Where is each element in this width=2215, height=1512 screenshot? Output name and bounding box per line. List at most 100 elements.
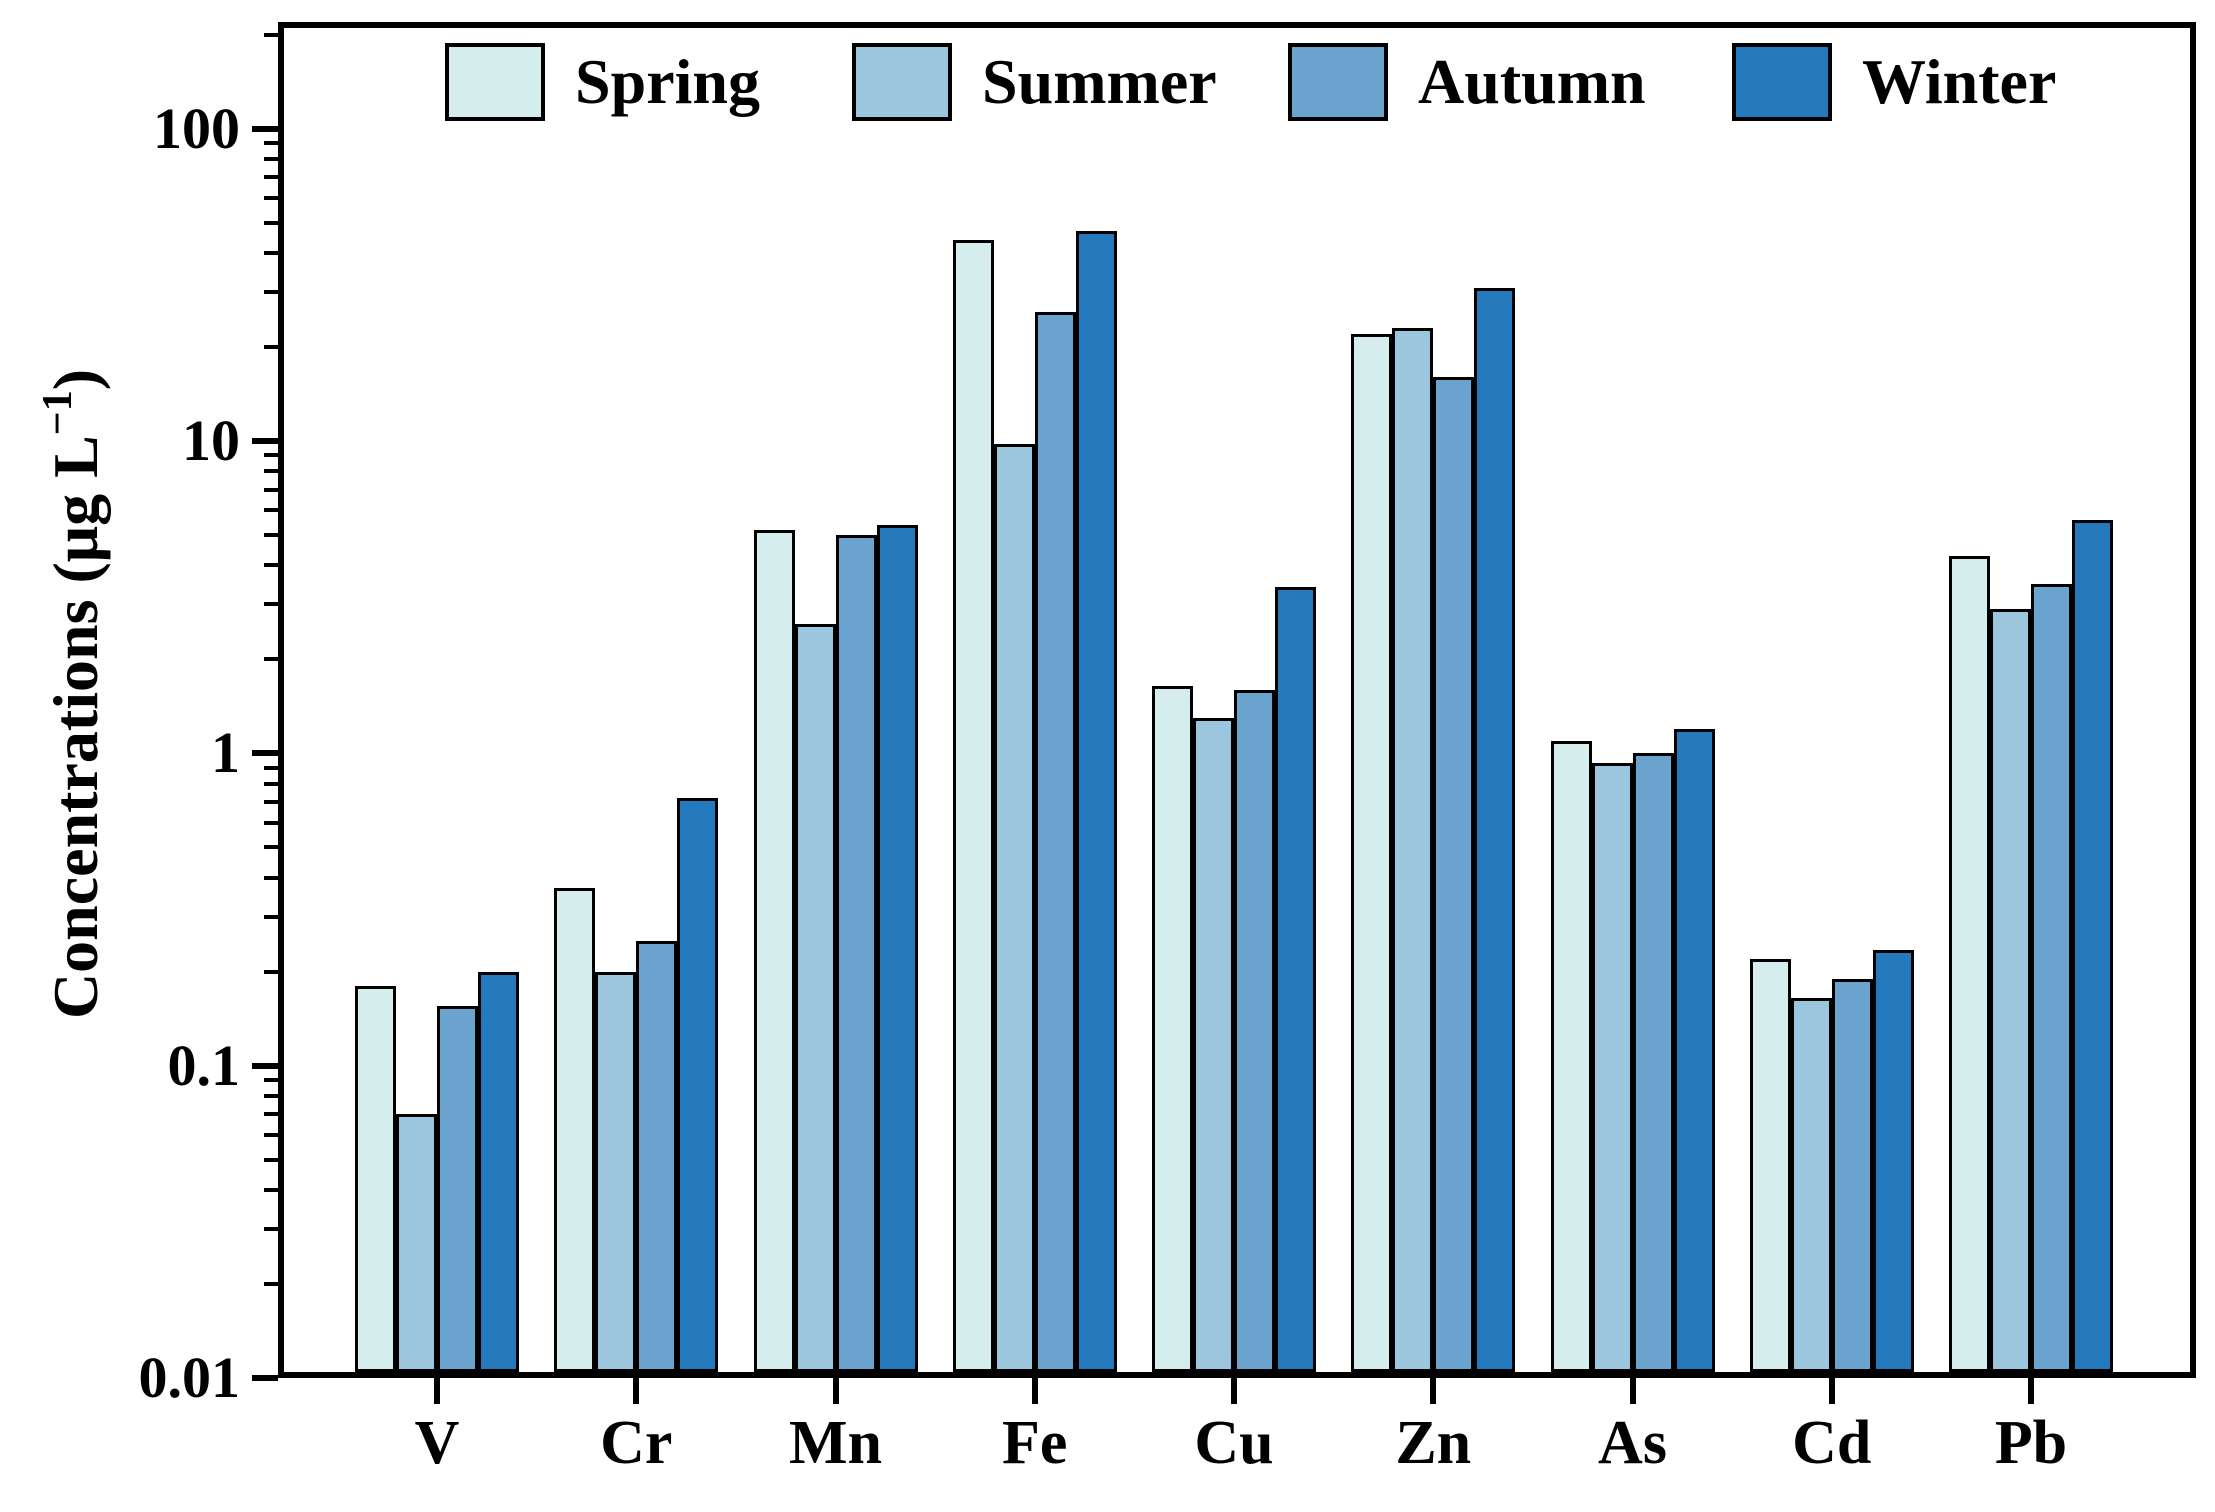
bar-summer-as (1591, 763, 1633, 1372)
legend-swatch-winter (1732, 43, 1832, 121)
y-axis-tick-label: 100 (153, 95, 240, 161)
legend-swatch-autumn (1288, 43, 1388, 121)
x-axis-tick (633, 1378, 640, 1404)
bar-autumn-as (1632, 753, 1674, 1372)
y-axis-minor-tick (264, 251, 278, 256)
bar-summer-zn (1392, 328, 1434, 1372)
y-axis-minor-tick (264, 914, 278, 919)
bar-winter-v (478, 971, 519, 1372)
y-axis-minor-tick (264, 1112, 278, 1117)
bar-autumn-pb (2031, 583, 2072, 1372)
bar-winter-cr (677, 798, 719, 1372)
legend-item-autumn: Autumn (1288, 40, 1646, 124)
x-axis-tick (434, 1378, 440, 1404)
bar-summer-cd (1790, 997, 1832, 1372)
bar-spring-mn (753, 529, 795, 1372)
bar-spring-pb (1949, 555, 1990, 1372)
y-axis-minor-tick (264, 1093, 278, 1098)
bar-spring-cd (1749, 958, 1791, 1372)
bar-spring-as (1550, 740, 1592, 1372)
y-axis-minor-tick (264, 820, 278, 825)
legend-label-spring: Spring (575, 46, 760, 117)
y-axis-minor-tick (264, 845, 278, 850)
bar-summer-fe (993, 443, 1035, 1372)
y-axis-tick-label: 0.1 (167, 1032, 241, 1098)
bar-autumn-fe (1034, 311, 1076, 1372)
y-axis-major-tick (252, 1062, 278, 1069)
legend-item-summer: Summer (852, 40, 1217, 124)
legend-label-summer: Summer (982, 46, 1217, 117)
bar-autumn-cu (1234, 689, 1275, 1372)
x-axis-category-label: Fe (1002, 1409, 1068, 1477)
legend-swatch-spring (445, 43, 545, 121)
y-axis-major-tick (252, 750, 278, 757)
y-axis-minor-tick (264, 781, 278, 786)
legend-swatch-summer (852, 43, 952, 121)
bar-winter-as (1673, 728, 1715, 1372)
y-axis-minor-tick (264, 1078, 278, 1083)
bar-spring-zn (1351, 334, 1393, 1372)
bar-spring-cr (554, 888, 596, 1372)
x-axis-category-label: V (414, 1409, 460, 1477)
y-axis-minor-tick (264, 175, 278, 180)
bar-summer-cu (1193, 717, 1234, 1372)
y-axis-minor-tick (264, 508, 278, 513)
y-axis-tick-label: 10 (182, 408, 240, 474)
bar-winter-fe (1075, 231, 1117, 1372)
y-axis-minor-tick (264, 469, 278, 474)
bar-autumn-cr (636, 941, 678, 1372)
x-axis-tick (1031, 1378, 1038, 1404)
x-axis-category-label: Cd (1792, 1409, 1872, 1477)
bar-winter-cu (1275, 587, 1316, 1372)
y-axis-minor-tick (264, 765, 278, 770)
y-axis-minor-tick (264, 32, 278, 37)
legend-label-winter: Winter (1862, 46, 2057, 117)
y-axis-minor-tick (264, 602, 278, 607)
x-axis-category-label: Pb (1994, 1409, 2068, 1477)
bar-summer-mn (794, 623, 836, 1372)
bar-summer-v (396, 1114, 437, 1372)
y-axis-minor-tick (264, 157, 278, 162)
x-axis-tick (1629, 1378, 1636, 1404)
y-axis-minor-tick (264, 563, 278, 568)
x-axis-tick (1231, 1378, 1237, 1404)
y-axis-minor-tick (264, 220, 278, 225)
y-axis-minor-tick (264, 875, 278, 880)
x-axis-category-label: Mn (789, 1409, 882, 1477)
y-axis-minor-tick (264, 290, 278, 295)
bar-spring-fe (952, 240, 994, 1372)
x-axis-category-label: Cu (1194, 1409, 1274, 1477)
bar-winter-zn (1474, 287, 1516, 1372)
y-axis-minor-tick (264, 345, 278, 350)
y-axis-minor-tick (264, 487, 278, 492)
x-axis-tick (832, 1378, 839, 1404)
y-axis-minor-tick (264, 799, 278, 804)
bar-autumn-v (437, 1006, 478, 1372)
y-axis-major-tick (252, 125, 278, 132)
y-axis-minor-tick (264, 196, 278, 201)
x-axis-category-label: Cr (600, 1409, 673, 1477)
x-axis-tick (2028, 1378, 2034, 1404)
y-axis-minor-tick (264, 1157, 278, 1162)
bar-autumn-cd (1831, 978, 1873, 1372)
bar-spring-cu (1152, 685, 1193, 1372)
y-axis-minor-tick (264, 141, 278, 146)
legend-item-winter: Winter (1732, 40, 2056, 124)
bar-autumn-zn (1433, 377, 1475, 1372)
x-axis-tick (1828, 1378, 1835, 1404)
x-axis-category-label: As (1598, 1409, 1667, 1477)
y-axis-tick-label: 1 (211, 720, 240, 786)
y-axis-title-suffix: ) (40, 368, 111, 391)
legend-item-spring: Spring (445, 40, 760, 124)
x-axis-tick (1430, 1378, 1437, 1404)
y-axis-minor-tick (264, 533, 278, 538)
y-axis-minor-tick (264, 453, 278, 458)
bar-summer-pb (1990, 609, 2031, 1372)
x-axis-category-label: Zn (1395, 1409, 1472, 1477)
y-axis-minor-tick (264, 657, 278, 662)
bar-winter-mn (876, 524, 918, 1372)
y-axis-minor-tick (264, 969, 278, 974)
legend-label-autumn: Autumn (1418, 46, 1646, 117)
y-axis-minor-tick (264, 1133, 278, 1137)
